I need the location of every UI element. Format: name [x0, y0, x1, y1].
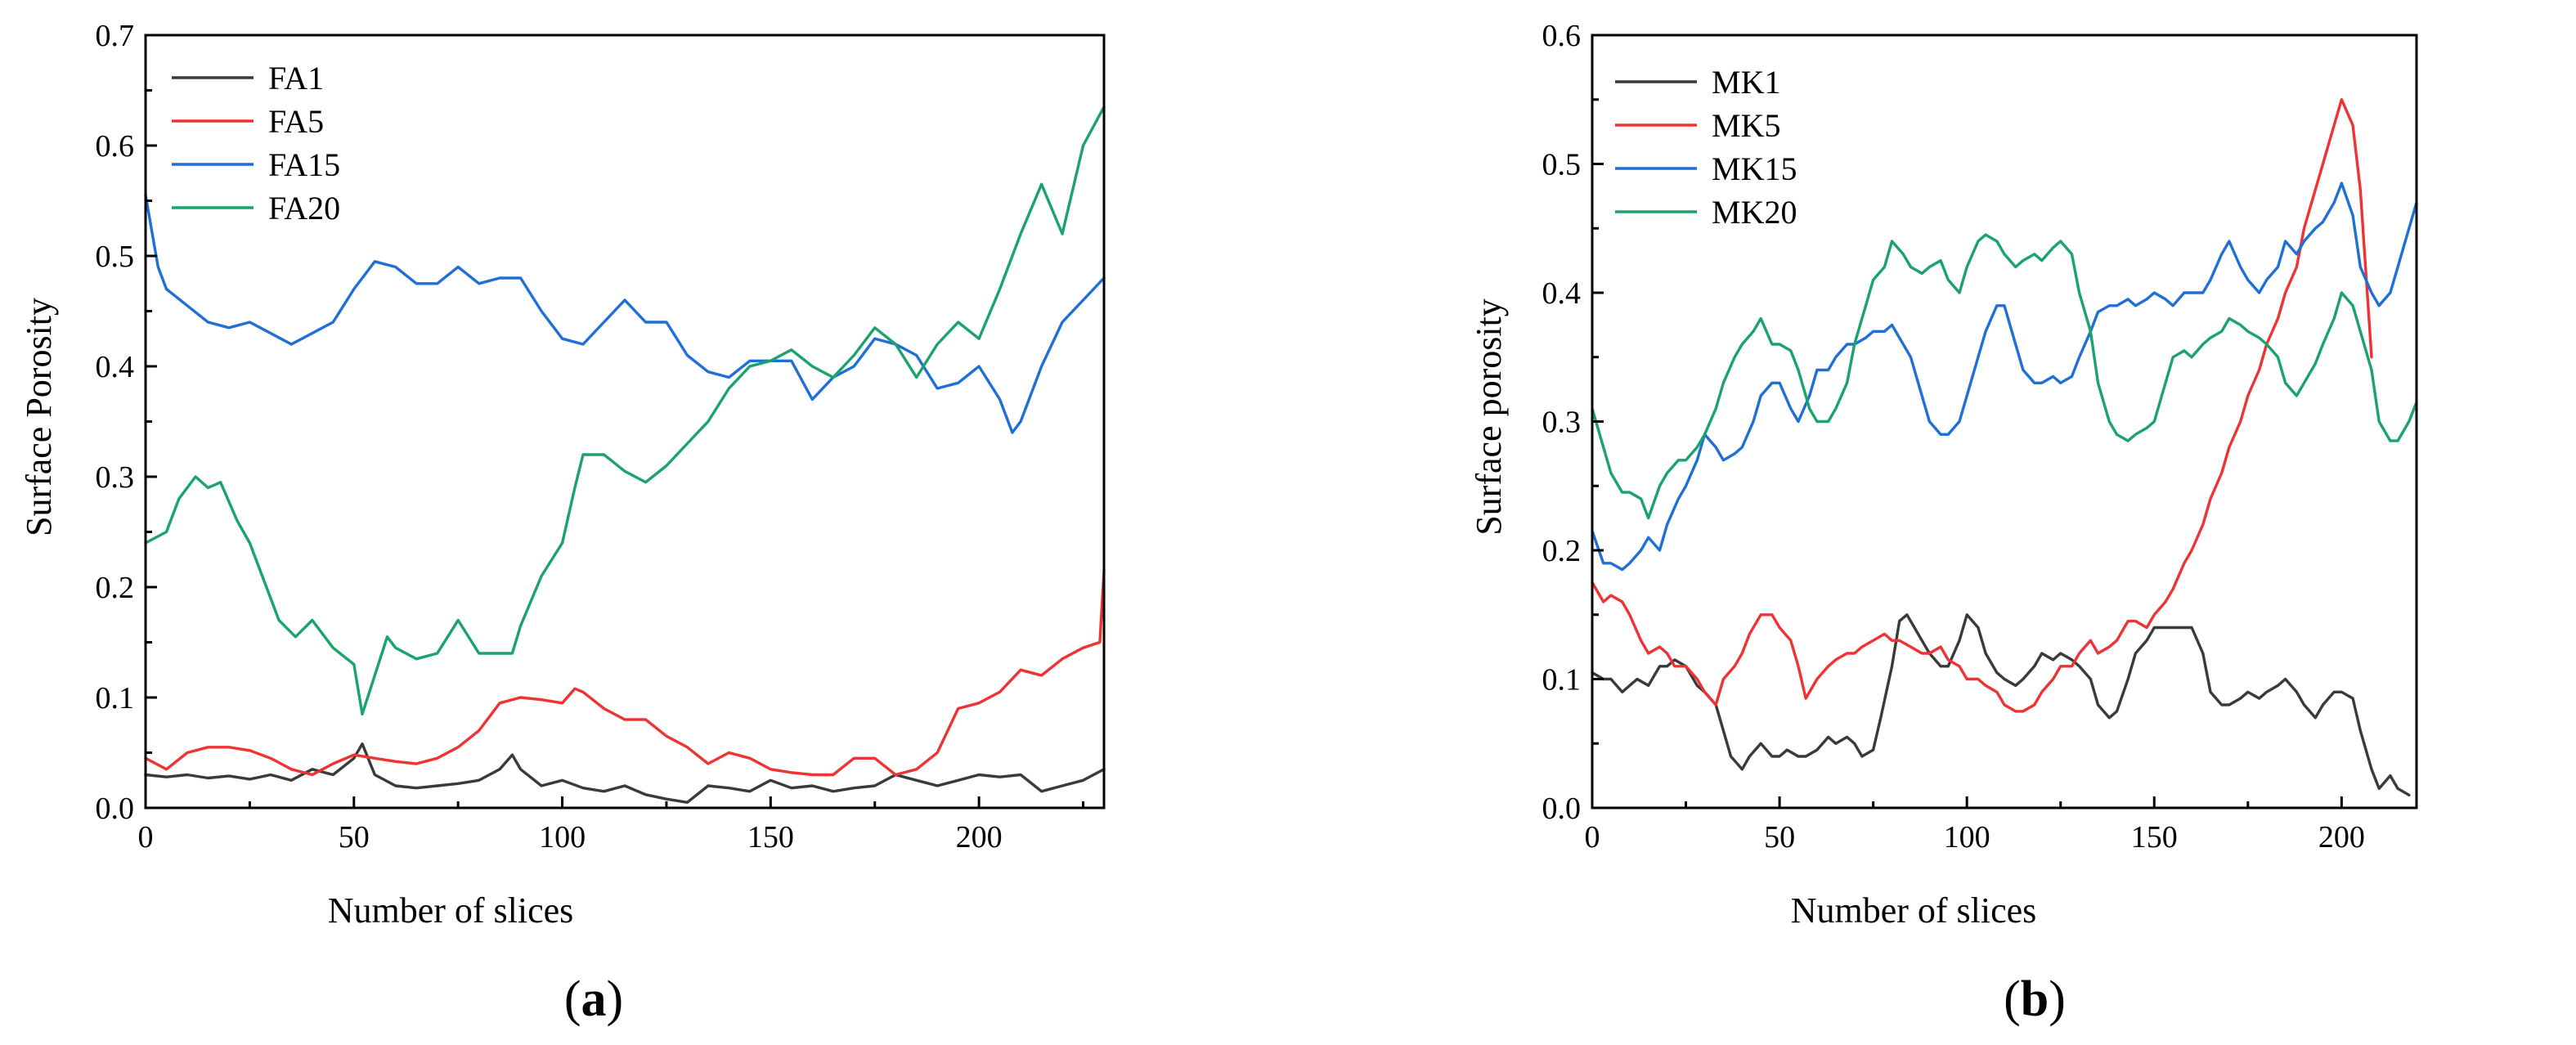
legend-a: FA1 FA5 FA15 FA20: [172, 60, 340, 226]
x-tick-label: 50: [1764, 820, 1795, 854]
x-tick-label: 150: [747, 820, 794, 854]
series-line-mk20: [1591, 233, 2418, 520]
y-tick-label: 0.1: [1542, 663, 1582, 697]
legend-b: MK1 MK5 MK15 MK20: [1615, 64, 1797, 231]
x-axis-title-a: Number of slices: [328, 890, 574, 931]
x-tick-label: 0: [1585, 820, 1600, 854]
y-axis-title-a: Surface Porosity: [19, 298, 59, 536]
legend-label-fa15: FA15: [268, 146, 340, 183]
series-line-mk15: [1591, 182, 2418, 572]
legend-label-mk1: MK1: [1712, 64, 1780, 101]
series-line-fa1: [144, 742, 1106, 804]
series-line-mk5: [1591, 98, 2373, 713]
y-tick-label: 0.1: [96, 681, 135, 715]
x-ticks-a: 0 50 100 150 200: [138, 796, 1085, 854]
y-tick-label: 0.6: [96, 129, 135, 164]
x-tick-label: 0: [138, 820, 154, 854]
y-tick-label: 0.5: [1542, 148, 1582, 182]
y-ticks-b: 0.0 0.1 0.2 0.3 0.4 0.5 0.6: [1542, 19, 1604, 826]
y-axis-title-b: Surface porosity: [1469, 298, 1509, 536]
chart-panel-b: 0 50 100 150 200 0.0 0.1 0.2 0.3 0.4 0.5 0.6 Numbe…: [1469, 19, 2418, 1027]
y-tick-label: 0.4: [1542, 276, 1582, 311]
legend-label-mk5: MK5: [1712, 107, 1780, 144]
series-line-fa20: [144, 105, 1106, 715]
y-tick-label: 0.3: [96, 460, 135, 495]
panel-label-b: (b): [2004, 971, 2066, 1027]
legend-label-mk15: MK15: [1712, 150, 1797, 187]
series-line-fa5: [144, 569, 1106, 777]
series-line-fa15: [144, 194, 1106, 434]
y-ticks-a: 0.0 0.1 0.2 0.3 0.4 0.5 0.6 0.7: [96, 19, 157, 826]
y-tick-label: 0.0: [96, 792, 135, 826]
legend-label-fa1: FA1: [268, 60, 324, 96]
y-tick-label: 0.4: [96, 350, 135, 384]
y-tick-label: 0.2: [1542, 534, 1582, 568]
x-tick-label: 50: [339, 820, 370, 854]
y-tick-label: 0.7: [96, 19, 135, 53]
y-tick-label: 0.5: [96, 240, 135, 274]
x-tick-label: 150: [2131, 820, 2178, 854]
x-tick-label: 100: [539, 820, 586, 854]
y-tick-label: 0.6: [1542, 19, 1582, 53]
series-line-mk1: [1591, 613, 2411, 796]
series-layer-a: [144, 105, 1106, 804]
x-tick-label: 100: [1944, 820, 1990, 854]
x-tick-label: 200: [956, 820, 1003, 854]
series-layer-b: [1591, 98, 2418, 796]
legend-label-fa5: FA5: [268, 103, 324, 140]
legend-label-mk20: MK20: [1712, 194, 1797, 231]
legend-label-fa20: FA20: [268, 190, 340, 226]
x-axis-title-b: Number of slices: [1791, 890, 2037, 931]
chart-panel-a: 0 50 100 150 200 0.0 0.1 0.2 0.3 0.4 0.5 0.6 0.7 Nu…: [19, 19, 1106, 1027]
panel-label-a: (a): [564, 971, 623, 1027]
y-tick-label: 0.3: [1542, 406, 1582, 440]
x-tick-label: 200: [2318, 820, 2365, 854]
y-tick-label: 0.2: [96, 571, 135, 605]
y-tick-label: 0.0: [1542, 792, 1582, 826]
x-ticks-b: 0 50 100 150 200: [1585, 796, 2365, 854]
